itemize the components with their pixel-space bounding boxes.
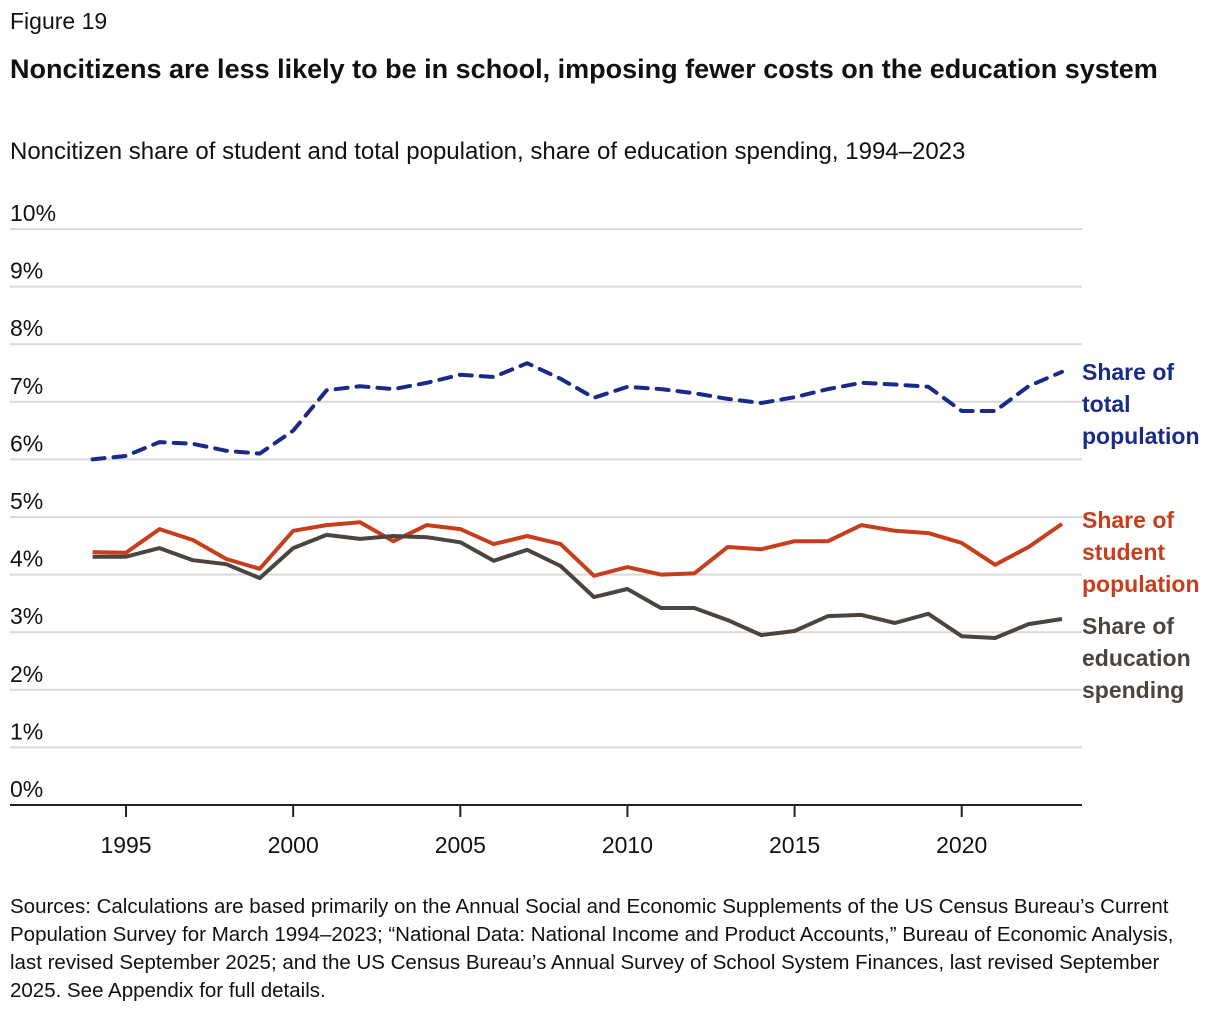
series-line: [90, 361, 1064, 462]
y-tick-label: 3%: [10, 603, 43, 629]
x-axis: 1995 2000 2005 2010 2015 2020: [10, 804, 1082, 858]
series-label-line: spending: [1082, 677, 1184, 703]
series-label: Share of total population: [1082, 359, 1200, 449]
y-tick-label: 5%: [10, 488, 43, 514]
y-tick-label: 6%: [10, 430, 43, 456]
series-line: [92, 532, 1063, 640]
series-label-line: population: [1082, 571, 1200, 597]
series-label-line: education: [1082, 645, 1191, 671]
gridlines: [10, 228, 1082, 749]
sources-note: Sources: Calculations are based primaril…: [10, 895, 1174, 1002]
y-tick-label: 0%: [10, 776, 43, 802]
chart-title: Noncitizens are less likely to be in sch…: [10, 54, 1158, 84]
series-label: Share of student population: [1082, 507, 1200, 597]
series-label-line: Share of: [1082, 613, 1174, 639]
x-tick-label: 2015: [769, 832, 820, 858]
y-tick-label: 4%: [10, 546, 43, 572]
series-label-line: Share of: [1082, 507, 1174, 533]
y-axis: 0% 1% 2% 3% 4% 5% 6% 7% 8% 9% 10%: [10, 200, 56, 802]
x-tick-label: 1995: [100, 832, 151, 858]
y-tick-label: 10%: [10, 200, 56, 226]
x-tick-label: 2000: [268, 832, 319, 858]
x-tick-label: 2020: [936, 832, 987, 858]
series-label-line: total: [1082, 391, 1131, 417]
y-tick-label: 1%: [10, 718, 43, 744]
series-labels: Share of total population Share of student po…: [1082, 359, 1200, 703]
x-tick-label: 2005: [435, 832, 486, 858]
x-tick-label: 2010: [602, 832, 653, 858]
series-label-line: student: [1082, 539, 1165, 565]
y-tick-label: 9%: [10, 258, 43, 284]
series-line: [92, 520, 1064, 578]
y-tick-label: 2%: [10, 661, 43, 687]
series-label-line: population: [1082, 423, 1200, 449]
series-label: Share of education spending: [1082, 613, 1191, 703]
series-label-line: Share of: [1082, 359, 1174, 385]
line-chart: 0% 1% 2% 3% 4% 5% 6% 7% 8% 9% 10% 1995 2000 2005 2010…: [10, 200, 1200, 858]
y-tick-label: 8%: [10, 315, 43, 341]
y-tick-label: 7%: [10, 373, 43, 399]
series-lines: [90, 361, 1064, 640]
chart-subtitle: Noncitizen share of student and total po…: [10, 138, 966, 165]
figure-label: Figure 19: [10, 8, 108, 34]
